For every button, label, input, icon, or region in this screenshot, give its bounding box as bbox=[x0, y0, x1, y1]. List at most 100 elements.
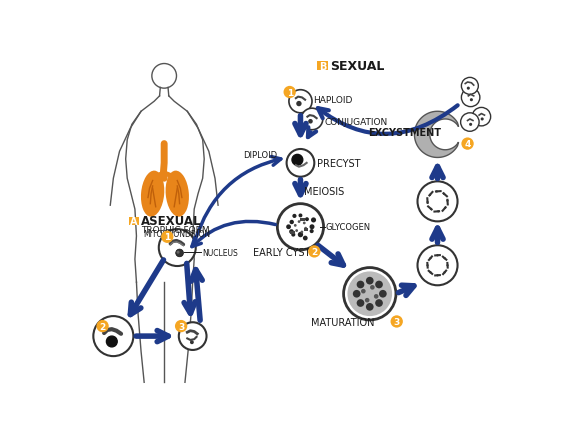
Circle shape bbox=[309, 225, 315, 230]
Circle shape bbox=[296, 230, 298, 233]
Circle shape bbox=[374, 294, 378, 299]
Circle shape bbox=[444, 207, 446, 210]
Circle shape bbox=[443, 272, 446, 274]
Circle shape bbox=[286, 150, 315, 178]
Text: EXCYSTMENT: EXCYSTMENT bbox=[368, 128, 441, 138]
Circle shape bbox=[190, 341, 194, 345]
Circle shape bbox=[286, 225, 291, 230]
Circle shape bbox=[461, 138, 474, 151]
Text: EARLY CYST: EARLY CYST bbox=[252, 248, 310, 257]
Circle shape bbox=[379, 290, 387, 298]
Circle shape bbox=[309, 230, 314, 233]
Text: 2: 2 bbox=[311, 247, 317, 256]
Circle shape bbox=[291, 233, 296, 237]
Ellipse shape bbox=[141, 171, 164, 217]
Circle shape bbox=[311, 218, 316, 223]
Circle shape bbox=[283, 87, 296, 99]
Circle shape bbox=[176, 250, 183, 257]
Circle shape bbox=[175, 320, 187, 332]
Circle shape bbox=[430, 257, 432, 260]
Circle shape bbox=[390, 316, 403, 328]
Circle shape bbox=[298, 232, 303, 238]
Circle shape bbox=[429, 194, 431, 197]
Circle shape bbox=[353, 290, 361, 298]
Circle shape bbox=[469, 124, 472, 127]
Circle shape bbox=[370, 286, 375, 290]
Circle shape bbox=[426, 264, 429, 267]
Circle shape bbox=[472, 108, 490, 127]
Circle shape bbox=[106, 336, 117, 347]
Text: TROPHIC FORM: TROPHIC FORM bbox=[141, 225, 210, 234]
Circle shape bbox=[430, 272, 432, 274]
Text: PRECYST: PRECYST bbox=[317, 158, 360, 168]
Circle shape bbox=[277, 204, 324, 250]
Circle shape bbox=[481, 118, 484, 121]
Circle shape bbox=[308, 246, 320, 258]
Circle shape bbox=[289, 91, 312, 114]
Circle shape bbox=[375, 281, 383, 289]
Circle shape bbox=[436, 274, 439, 277]
Circle shape bbox=[446, 264, 448, 267]
Circle shape bbox=[430, 208, 432, 210]
Ellipse shape bbox=[166, 171, 189, 217]
Circle shape bbox=[461, 78, 478, 95]
Circle shape bbox=[292, 214, 297, 218]
Text: MATURATION: MATURATION bbox=[311, 318, 374, 328]
Circle shape bbox=[289, 220, 294, 225]
FancyBboxPatch shape bbox=[304, 229, 308, 232]
FancyBboxPatch shape bbox=[317, 62, 328, 71]
Circle shape bbox=[375, 299, 383, 307]
Circle shape bbox=[298, 214, 302, 218]
Circle shape bbox=[443, 257, 446, 260]
Circle shape bbox=[347, 272, 392, 316]
Circle shape bbox=[461, 114, 479, 132]
FancyBboxPatch shape bbox=[290, 231, 295, 234]
FancyBboxPatch shape bbox=[129, 217, 139, 226]
Polygon shape bbox=[415, 112, 458, 158]
Text: SEXUAL: SEXUAL bbox=[329, 59, 384, 72]
Circle shape bbox=[356, 299, 365, 307]
Circle shape bbox=[289, 230, 294, 234]
Circle shape bbox=[417, 246, 458, 286]
Circle shape bbox=[356, 281, 365, 289]
Circle shape bbox=[301, 109, 323, 131]
Circle shape bbox=[308, 120, 313, 124]
Circle shape bbox=[294, 224, 297, 227]
Text: MITOCHONDRION: MITOCHONDRION bbox=[144, 230, 211, 239]
Text: HAPLOID: HAPLOID bbox=[313, 96, 353, 105]
Circle shape bbox=[292, 155, 303, 166]
Circle shape bbox=[97, 320, 109, 332]
Circle shape bbox=[427, 201, 429, 204]
Circle shape bbox=[344, 268, 396, 320]
Circle shape bbox=[417, 182, 458, 222]
Text: CONJUGATION: CONJUGATION bbox=[324, 118, 388, 126]
Text: MEIOSIS: MEIOSIS bbox=[304, 186, 344, 196]
Circle shape bbox=[303, 222, 306, 225]
Circle shape bbox=[301, 231, 303, 234]
Circle shape bbox=[303, 236, 308, 241]
Circle shape bbox=[436, 191, 438, 193]
Circle shape bbox=[366, 303, 374, 311]
Circle shape bbox=[161, 231, 174, 243]
Circle shape bbox=[179, 322, 206, 350]
Circle shape bbox=[361, 289, 366, 294]
Text: GLYCOGEN: GLYCOGEN bbox=[326, 223, 371, 232]
Text: ASEXUAL: ASEXUAL bbox=[141, 214, 202, 227]
Text: 2: 2 bbox=[99, 322, 106, 331]
Circle shape bbox=[93, 316, 133, 356]
FancyBboxPatch shape bbox=[301, 218, 305, 221]
Circle shape bbox=[366, 277, 374, 285]
Circle shape bbox=[446, 200, 448, 202]
Circle shape bbox=[437, 210, 439, 213]
Circle shape bbox=[159, 230, 196, 266]
Circle shape bbox=[304, 227, 307, 230]
Circle shape bbox=[467, 87, 470, 91]
Circle shape bbox=[296, 102, 302, 107]
Text: DIPLOID: DIPLOID bbox=[243, 151, 277, 160]
Circle shape bbox=[177, 251, 179, 254]
Circle shape bbox=[298, 220, 301, 224]
Circle shape bbox=[365, 298, 370, 303]
Text: 3: 3 bbox=[394, 317, 400, 326]
Text: 1: 1 bbox=[286, 88, 293, 97]
Text: NUCLEUS: NUCLEUS bbox=[202, 248, 239, 257]
